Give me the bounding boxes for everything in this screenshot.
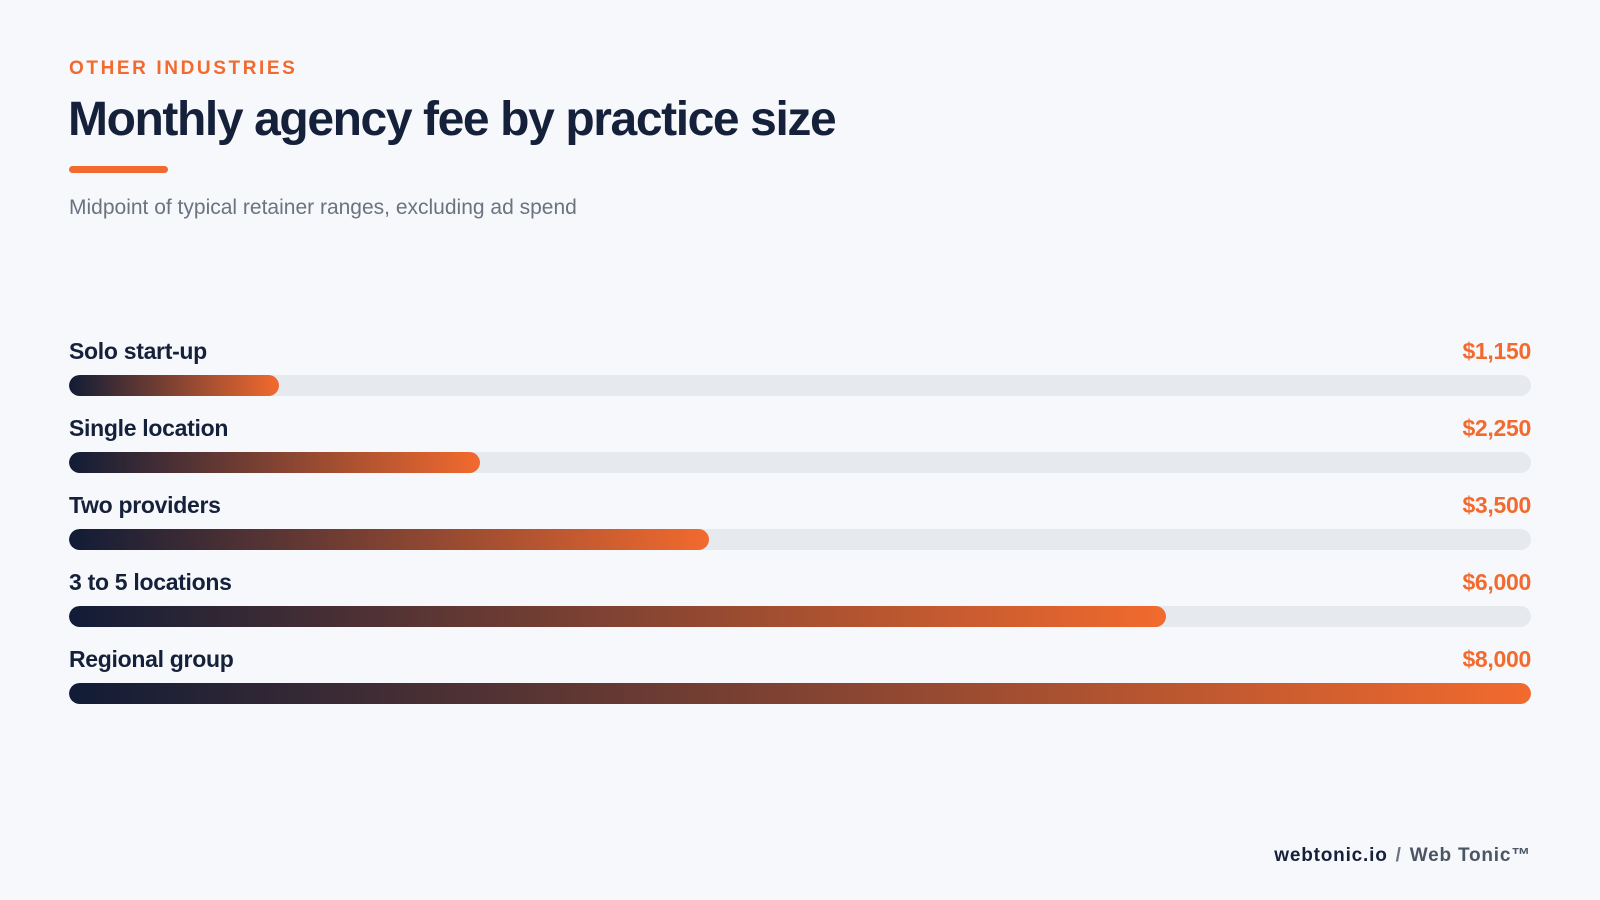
bar-track	[69, 529, 1531, 550]
title-accent-line	[69, 166, 168, 173]
bar-row: Two providers $3,500	[69, 492, 1531, 554]
bar-track	[69, 375, 1531, 396]
bar-category-label: 3 to 5 locations	[69, 569, 232, 595]
footer-brand: Web Tonic™	[1409, 845, 1531, 866]
bar-value-label: $1,150	[1462, 338, 1531, 364]
bar-value-label: $2,250	[1462, 415, 1531, 441]
bar-category-label: Single location	[69, 415, 229, 441]
bar	[69, 452, 480, 473]
footer-domain: webtonic.io	[1274, 845, 1388, 866]
bar-category-label: Two providers	[69, 492, 221, 518]
footer: webtonic.io / Web Tonic™	[1274, 845, 1531, 867]
bar-category-label: Regional group	[69, 646, 234, 672]
bar	[69, 606, 1166, 627]
chart-title: Monthly agency fee by practice size	[68, 93, 837, 146]
bar	[69, 375, 279, 396]
bar-row: Regional group $8,000	[69, 646, 1531, 708]
bar-track	[69, 452, 1531, 473]
bar-row: Single location $2,250	[69, 415, 1531, 477]
bar-track	[69, 683, 1531, 704]
bar-value-label: $6,000	[1462, 569, 1531, 595]
bar-row: 3 to 5 locations $6,000	[69, 569, 1531, 631]
eyebrow-label: OTHER INDUSTRIES	[69, 58, 298, 79]
bar-category-label: Solo start-up	[69, 338, 207, 364]
bar	[69, 683, 1531, 704]
bar-value-label: $8,000	[1462, 646, 1531, 672]
bar-value-label: $3,500	[1462, 492, 1531, 518]
bar	[69, 529, 709, 550]
footer-separator: /	[1395, 845, 1402, 866]
chart-subtitle: Midpoint of typical retainer ranges, exc…	[69, 196, 577, 219]
bar-track	[69, 606, 1531, 627]
bar-row: Solo start-up $1,150	[69, 338, 1531, 400]
